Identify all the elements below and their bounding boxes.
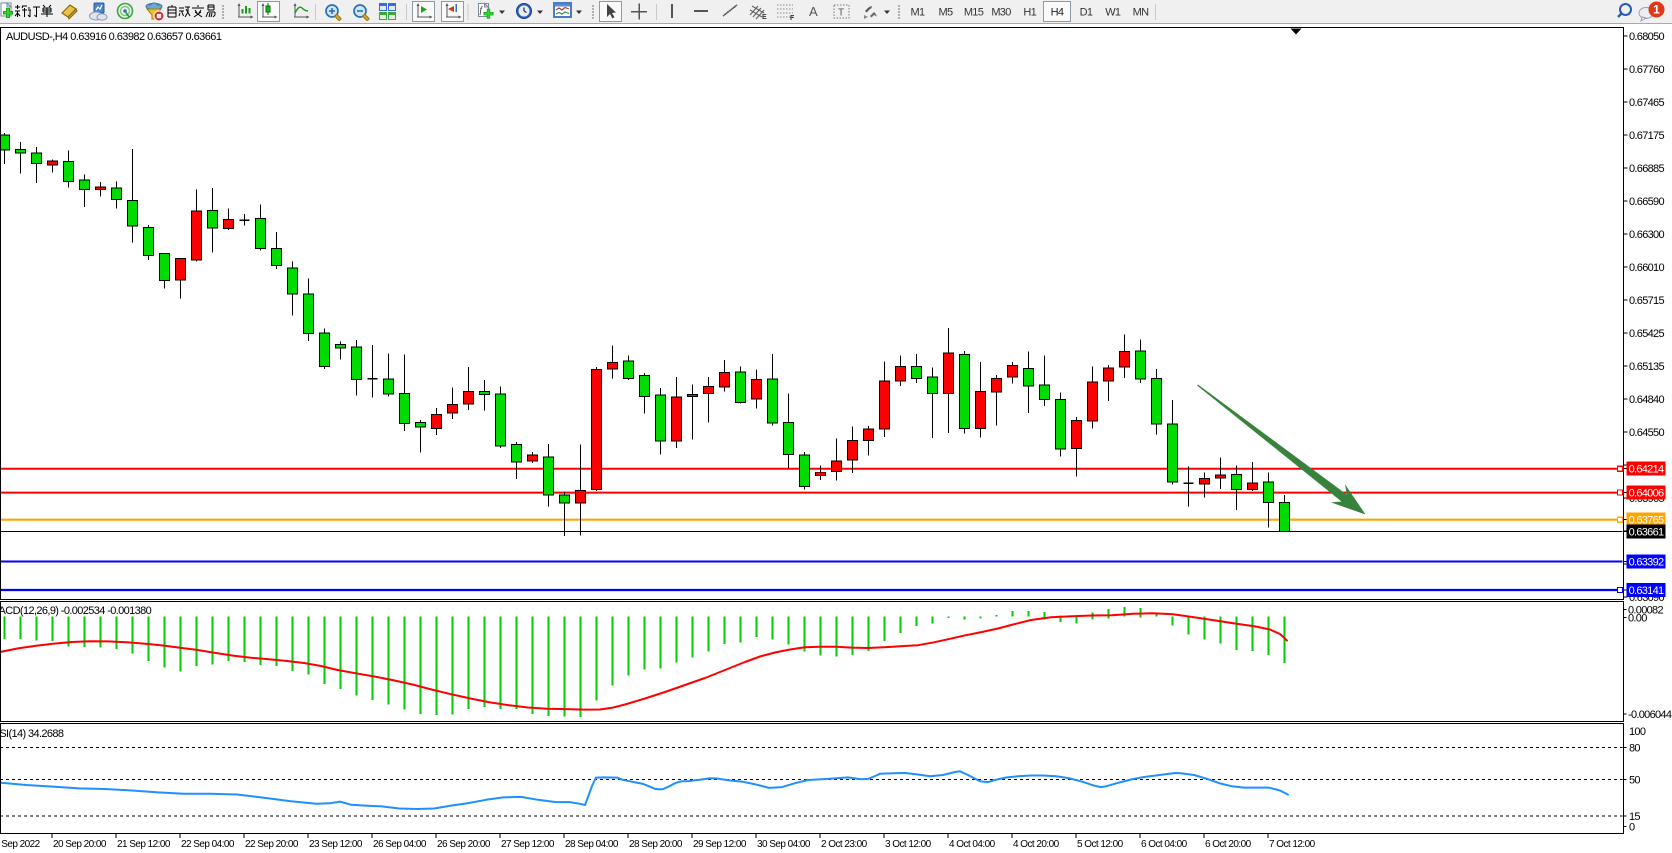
svg-text:0.66300: 0.66300	[1629, 229, 1664, 241]
svg-text:22 Sep 20:00: 22 Sep 20:00	[245, 839, 299, 850]
svg-text:0.00: 0.00	[1628, 613, 1647, 625]
svg-text:MN: MN	[1133, 7, 1149, 19]
svg-text:0.64550: 0.64550	[1629, 427, 1664, 439]
svg-text:A: A	[809, 4, 818, 19]
svg-text:M1: M1	[911, 7, 925, 19]
svg-text:0: 0	[1629, 822, 1635, 834]
svg-text:D1: D1	[1080, 7, 1093, 19]
svg-text:f: f	[480, 5, 484, 15]
svg-text:0.66010: 0.66010	[1629, 262, 1664, 274]
svg-text:0.67465: 0.67465	[1629, 97, 1664, 109]
svg-text:M30: M30	[991, 7, 1011, 19]
svg-text:30 Sep 04:00: 30 Sep 04:00	[757, 839, 811, 850]
svg-text:T: T	[838, 8, 844, 19]
svg-text:6 Oct 04:00: 6 Oct 04:00	[1141, 839, 1188, 850]
svg-text:26 Sep 04:00: 26 Sep 04:00	[373, 839, 427, 850]
svg-text:-0.006044: -0.006044	[1628, 709, 1672, 721]
svg-text:4 Oct 04:00: 4 Oct 04:00	[949, 839, 996, 850]
svg-text:0.65425: 0.65425	[1629, 328, 1664, 340]
svg-text:M15: M15	[964, 7, 984, 19]
svg-text:0.64214: 0.64214	[1629, 464, 1664, 476]
svg-text:5 Oct 12:00: 5 Oct 12:00	[1077, 839, 1124, 850]
svg-text:M5: M5	[939, 7, 953, 19]
svg-text:50: 50	[1629, 774, 1640, 786]
svg-text:0.63661: 0.63661	[1629, 527, 1664, 539]
svg-text:100: 100	[1629, 726, 1646, 738]
svg-text:20 Sep 20:00: 20 Sep 20:00	[53, 839, 107, 850]
svg-text:E: E	[762, 14, 767, 21]
svg-text:28 Sep 04:00: 28 Sep 04:00	[565, 839, 619, 850]
svg-text:0.65135: 0.65135	[1629, 361, 1664, 373]
svg-text:0.67760: 0.67760	[1629, 64, 1664, 76]
svg-text:80: 80	[1629, 743, 1640, 755]
svg-text:23 Sep 12:00: 23 Sep 12:00	[309, 839, 363, 850]
svg-text:4 Oct 20:00: 4 Oct 20:00	[1013, 839, 1060, 850]
svg-text:0.66590: 0.66590	[1629, 196, 1664, 208]
svg-text:0.64840: 0.64840	[1629, 394, 1664, 406]
svg-text:H4: H4	[1051, 7, 1064, 19]
svg-text:21 Sep 12:00: 21 Sep 12:00	[117, 839, 171, 850]
svg-text:0.67175: 0.67175	[1629, 130, 1664, 142]
svg-text:AUDUSD-,H4 0.63916 0.63982 0.: AUDUSD-,H4 0.63916 0.63982 0.63657 0.636…	[6, 31, 222, 43]
svg-text:28 Sep 20:00: 28 Sep 20:00	[629, 839, 683, 850]
svg-text:W1: W1	[1105, 7, 1121, 19]
svg-text:1: 1	[1653, 3, 1660, 17]
svg-text:22 Sep 04:00: 22 Sep 04:00	[181, 839, 235, 850]
svg-text:0.64006: 0.64006	[1629, 488, 1664, 500]
svg-text:15: 15	[1629, 811, 1640, 823]
svg-text:0.00082: 0.00082	[1628, 605, 1663, 617]
svg-text:0.68050: 0.68050	[1629, 31, 1664, 43]
svg-text:RSI(14) 34.2688: RSI(14) 34.2688	[0, 728, 64, 740]
svg-text:MACD(12,26,9) -0.002534 -0.001: MACD(12,26,9) -0.002534 -0.001380	[0, 605, 152, 617]
svg-text:27 Sep 12:00: 27 Sep 12:00	[501, 839, 555, 850]
svg-text:H1: H1	[1023, 7, 1036, 19]
svg-text:6 Oct 20:00: 6 Oct 20:00	[1205, 839, 1252, 850]
svg-text:7 Oct 12:00: 7 Oct 12:00	[1269, 839, 1316, 850]
svg-text:29 Sep 12:00: 29 Sep 12:00	[693, 839, 747, 850]
svg-text:0.66885: 0.66885	[1629, 163, 1664, 175]
svg-text:0.63141: 0.63141	[1629, 585, 1664, 597]
svg-text:0.65715: 0.65715	[1629, 295, 1664, 307]
svg-text:26 Sep 20:00: 26 Sep 20:00	[437, 839, 491, 850]
svg-text:0.63392: 0.63392	[1629, 557, 1664, 569]
svg-text:F: F	[790, 15, 795, 22]
svg-text:2 Oct 23:00: 2 Oct 23:00	[821, 839, 868, 850]
svg-text:0.63765: 0.63765	[1629, 515, 1664, 527]
svg-text:3 Oct 12:00: 3 Oct 12:00	[885, 839, 932, 850]
svg-text:19 Sep 2022: 19 Sep 2022	[0, 839, 41, 850]
